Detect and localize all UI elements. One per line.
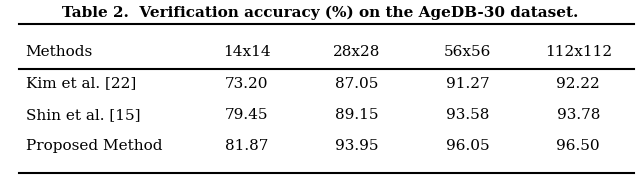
Text: 93.95: 93.95	[335, 139, 379, 153]
Text: 93.58: 93.58	[446, 108, 490, 122]
Text: 112x112: 112x112	[545, 45, 612, 59]
Text: 93.78: 93.78	[557, 108, 600, 122]
Text: Methods: Methods	[26, 45, 93, 59]
Text: 96.50: 96.50	[557, 139, 600, 153]
Text: 87.05: 87.05	[335, 77, 379, 91]
Text: 14x14: 14x14	[223, 45, 270, 59]
Text: 81.87: 81.87	[225, 139, 268, 153]
Text: 56x56: 56x56	[444, 45, 492, 59]
Text: Kim et al. [22]: Kim et al. [22]	[26, 77, 136, 91]
Text: 73.20: 73.20	[225, 77, 268, 91]
Text: 92.22: 92.22	[556, 77, 600, 91]
Text: 91.27: 91.27	[446, 77, 490, 91]
Text: Shin et al. [15]: Shin et al. [15]	[26, 108, 140, 122]
Text: 96.05: 96.05	[446, 139, 490, 153]
Text: Table 2.  Verification accuracy (%) on the AgeDB-30 dataset.: Table 2. Verification accuracy (%) on th…	[62, 5, 578, 20]
Text: Proposed Method: Proposed Method	[26, 139, 162, 153]
Text: 28x28: 28x28	[333, 45, 381, 59]
Text: 89.15: 89.15	[335, 108, 379, 122]
Text: 79.45: 79.45	[225, 108, 268, 122]
